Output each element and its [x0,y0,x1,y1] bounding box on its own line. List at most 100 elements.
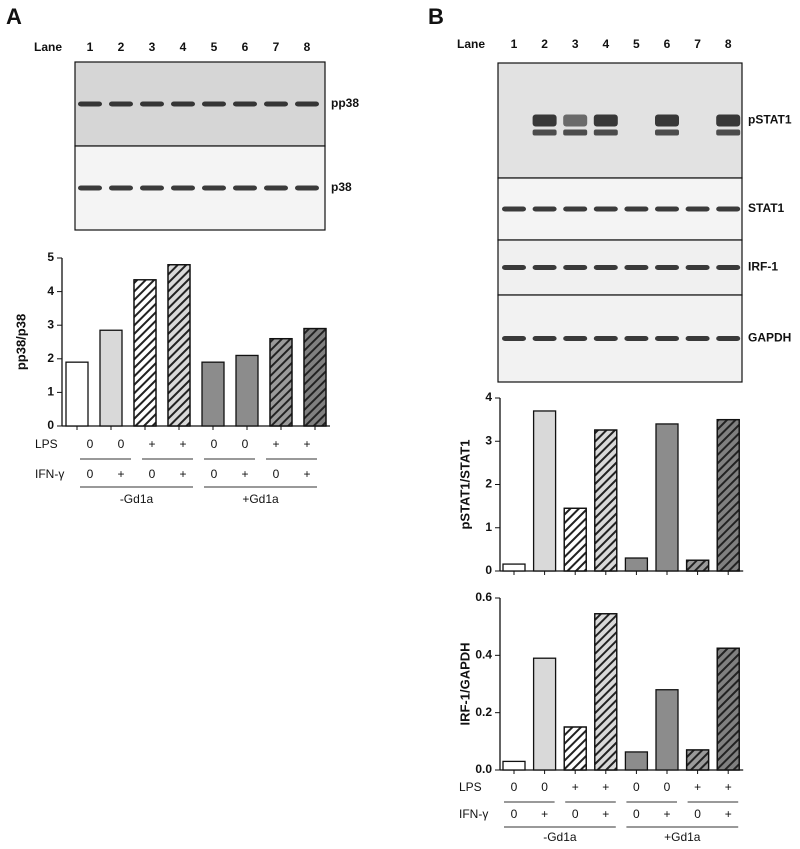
condition-value: + [694,780,701,794]
band [233,185,257,191]
lane-number: 4 [180,40,187,54]
band [655,336,679,341]
band [716,265,741,270]
condition-value: + [272,437,279,451]
band [685,336,710,341]
lane-number: 7 [273,40,280,54]
lane-header: Lane [34,40,62,54]
bar [655,689,679,771]
lane-number: 1 [511,37,518,51]
lane-number: 6 [242,40,249,54]
condition-value: 0 [694,807,701,821]
lane-number: 5 [211,40,218,54]
y-tick-label: 1 [485,520,492,534]
band [685,265,710,270]
condition-value: + [117,467,124,481]
y-axis-label: IRF-1/GAPDH [457,642,472,725]
band [264,101,288,107]
y-tick-label: 0.2 [475,705,492,719]
condition-value: + [572,780,579,794]
lane-number: 8 [304,40,311,54]
bar-hatch [167,264,191,427]
blot-label: pp38 [331,96,359,110]
band [593,129,618,136]
y-axis-label: pp38/p38 [13,314,28,370]
group-label: +Gd1a [242,492,279,506]
band [532,265,557,270]
band [716,206,741,212]
band [624,206,649,212]
bar-hatch [685,749,710,771]
band [563,336,588,341]
bar [624,751,649,771]
condition-value: 0 [87,467,94,481]
band [78,101,102,107]
group-label: -Gd1a [543,830,577,844]
band [716,129,741,136]
group-label: +Gd1a [664,830,701,844]
band [532,114,557,127]
panel-label: A [6,4,22,29]
band [655,114,679,127]
band [563,206,588,212]
blot-label: GAPDH [748,331,791,345]
condition-value: 0 [633,807,640,821]
band [502,206,526,212]
band [295,185,319,191]
band [264,185,288,191]
lane-number: 2 [118,40,125,54]
y-tick-label: 0.0 [475,762,492,776]
band [593,206,618,212]
y-tick-label: 0.4 [475,648,492,662]
bar-hatch [563,507,587,572]
condition-value: 0 [118,437,125,451]
band [78,185,102,191]
band [624,336,649,341]
y-tick-label: 0 [485,563,492,577]
group-label: -Gd1a [120,492,154,506]
condition-value: 0 [211,437,218,451]
bar [532,410,557,572]
condition-value: 0 [572,807,579,821]
bar-hatch [563,726,587,771]
band [109,185,133,191]
band [593,265,618,270]
bar [99,329,123,427]
lane-number: 1 [87,40,94,54]
band [532,206,557,212]
band [171,185,195,191]
condition-value: 0 [149,467,156,481]
y-tick-label: 4 [47,284,54,298]
condition-value: + [602,780,609,794]
y-axis-label: pSTAT1/STAT1 [457,439,472,529]
band [532,336,557,341]
lane-number: 5 [633,37,640,51]
bar [502,760,526,771]
condition-value: 0 [87,437,94,451]
y-tick-label: 1 [47,385,54,399]
condition-value: 0 [242,437,249,451]
blot-label: IRF-1 [748,260,778,274]
y-tick-label: 0 [47,418,54,432]
bar [624,557,649,572]
condition-value: + [148,437,155,451]
band [563,129,588,136]
band [716,114,741,127]
bar-hatch [269,337,293,427]
band [140,101,164,107]
condition-value: + [541,807,548,821]
band [140,185,164,191]
condition-value: 0 [511,807,518,821]
lane-number: 3 [149,40,156,54]
band [171,101,195,107]
condition-value: + [303,467,310,481]
blot-label: pSTAT1 [748,113,792,127]
condition-name: LPS [459,780,482,794]
condition-value: + [725,780,732,794]
panel-label: B [428,4,444,29]
y-tick-label: 3 [47,317,54,331]
bar-hatch [685,559,710,572]
condition-value: 0 [273,467,280,481]
band [685,206,710,212]
